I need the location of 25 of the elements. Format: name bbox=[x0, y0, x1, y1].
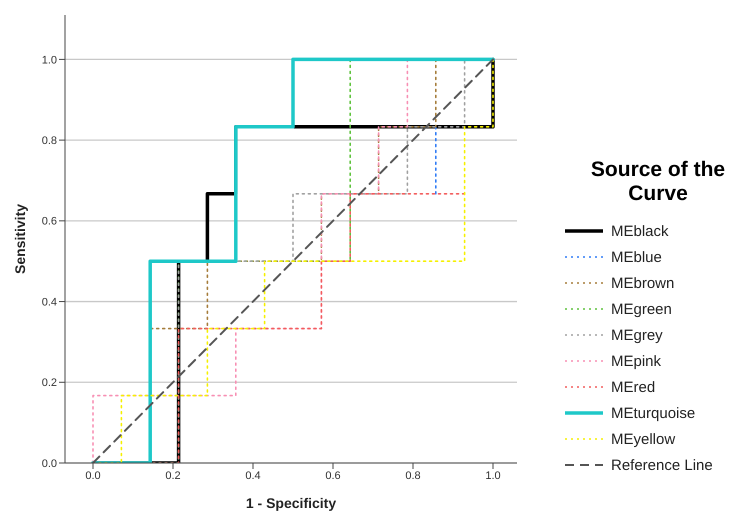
legend-title: Source of the Curve bbox=[590, 158, 726, 206]
x-tick-label: 0.6 bbox=[325, 470, 341, 482]
x-axis-title: 1 - Specificity bbox=[246, 495, 336, 511]
legend-label: MEred bbox=[611, 378, 656, 396]
x-tick-label: 1.0 bbox=[485, 470, 501, 482]
y-axis-title: Sensitivity bbox=[12, 204, 28, 274]
y-tick-label: 0.4 bbox=[42, 296, 57, 308]
legend-label: MEbrown bbox=[611, 274, 674, 292]
y-tick-label: 0.2 bbox=[42, 377, 57, 390]
legend-label: MEblack bbox=[611, 222, 669, 240]
x-tick-label: 0.2 bbox=[165, 470, 181, 482]
y-tick-label: 0.0 bbox=[42, 458, 57, 470]
legend-label: MEgreen bbox=[611, 300, 672, 318]
legend-label: MEyellow bbox=[611, 430, 676, 448]
y-tick-label: 0.6 bbox=[42, 216, 57, 228]
x-tick-label: 0.8 bbox=[405, 470, 421, 482]
legend-label: MEgrey bbox=[611, 326, 663, 344]
legend-label: Reference Line bbox=[611, 456, 713, 474]
y-tick-label: 1.0 bbox=[42, 54, 57, 66]
x-tick-label: 0.0 bbox=[85, 470, 101, 482]
y-tick-label: 0.8 bbox=[42, 135, 57, 148]
legend-label: MEturquoise bbox=[611, 404, 696, 422]
legend-label: MEpink bbox=[611, 352, 662, 370]
x-tick-label: 0.4 bbox=[245, 470, 261, 482]
legend-label: MEblue bbox=[611, 248, 662, 266]
